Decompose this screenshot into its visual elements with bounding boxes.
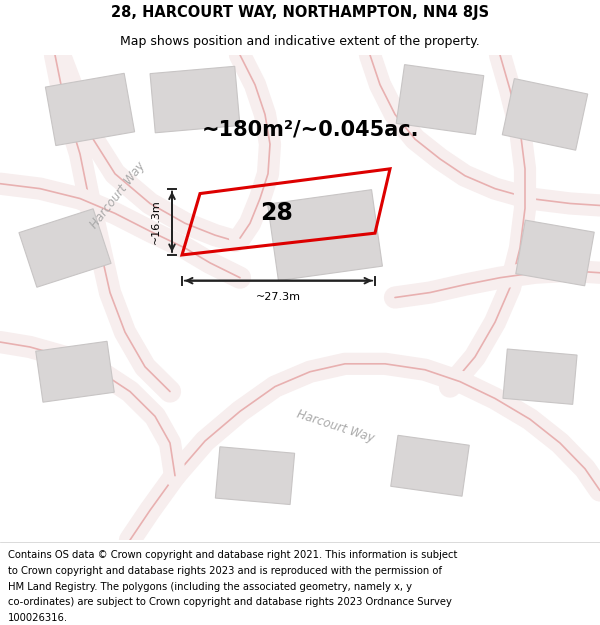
Polygon shape bbox=[19, 209, 111, 288]
Text: Harcourt Way: Harcourt Way bbox=[88, 160, 148, 231]
Polygon shape bbox=[396, 64, 484, 134]
Text: HM Land Registry. The polygons (including the associated geometry, namely x, y: HM Land Registry. The polygons (includin… bbox=[8, 582, 412, 592]
Polygon shape bbox=[503, 349, 577, 404]
Text: 28: 28 bbox=[260, 201, 293, 224]
Polygon shape bbox=[215, 447, 295, 504]
Polygon shape bbox=[502, 79, 588, 150]
Polygon shape bbox=[150, 66, 240, 132]
Text: to Crown copyright and database rights 2023 and is reproduced with the permissio: to Crown copyright and database rights 2… bbox=[8, 566, 442, 576]
Text: Map shows position and indicative extent of the property.: Map shows position and indicative extent… bbox=[120, 35, 480, 48]
Text: ~27.3m: ~27.3m bbox=[256, 291, 301, 301]
Text: Contains OS data © Crown copyright and database right 2021. This information is : Contains OS data © Crown copyright and d… bbox=[8, 550, 457, 560]
Polygon shape bbox=[391, 436, 469, 496]
Text: 28, HARCOURT WAY, NORTHAMPTON, NN4 8JS: 28, HARCOURT WAY, NORTHAMPTON, NN4 8JS bbox=[111, 4, 489, 19]
Text: 100026316.: 100026316. bbox=[8, 613, 68, 623]
Polygon shape bbox=[46, 73, 134, 146]
Polygon shape bbox=[516, 220, 594, 286]
Text: co-ordinates) are subject to Crown copyright and database rights 2023 Ordnance S: co-ordinates) are subject to Crown copyr… bbox=[8, 598, 452, 608]
Polygon shape bbox=[268, 189, 382, 281]
Text: Harcourt Way: Harcourt Way bbox=[295, 408, 376, 445]
Text: ~16.3m: ~16.3m bbox=[151, 199, 161, 244]
Text: ~180m²/~0.045ac.: ~180m²/~0.045ac. bbox=[201, 119, 419, 139]
Polygon shape bbox=[36, 341, 114, 402]
